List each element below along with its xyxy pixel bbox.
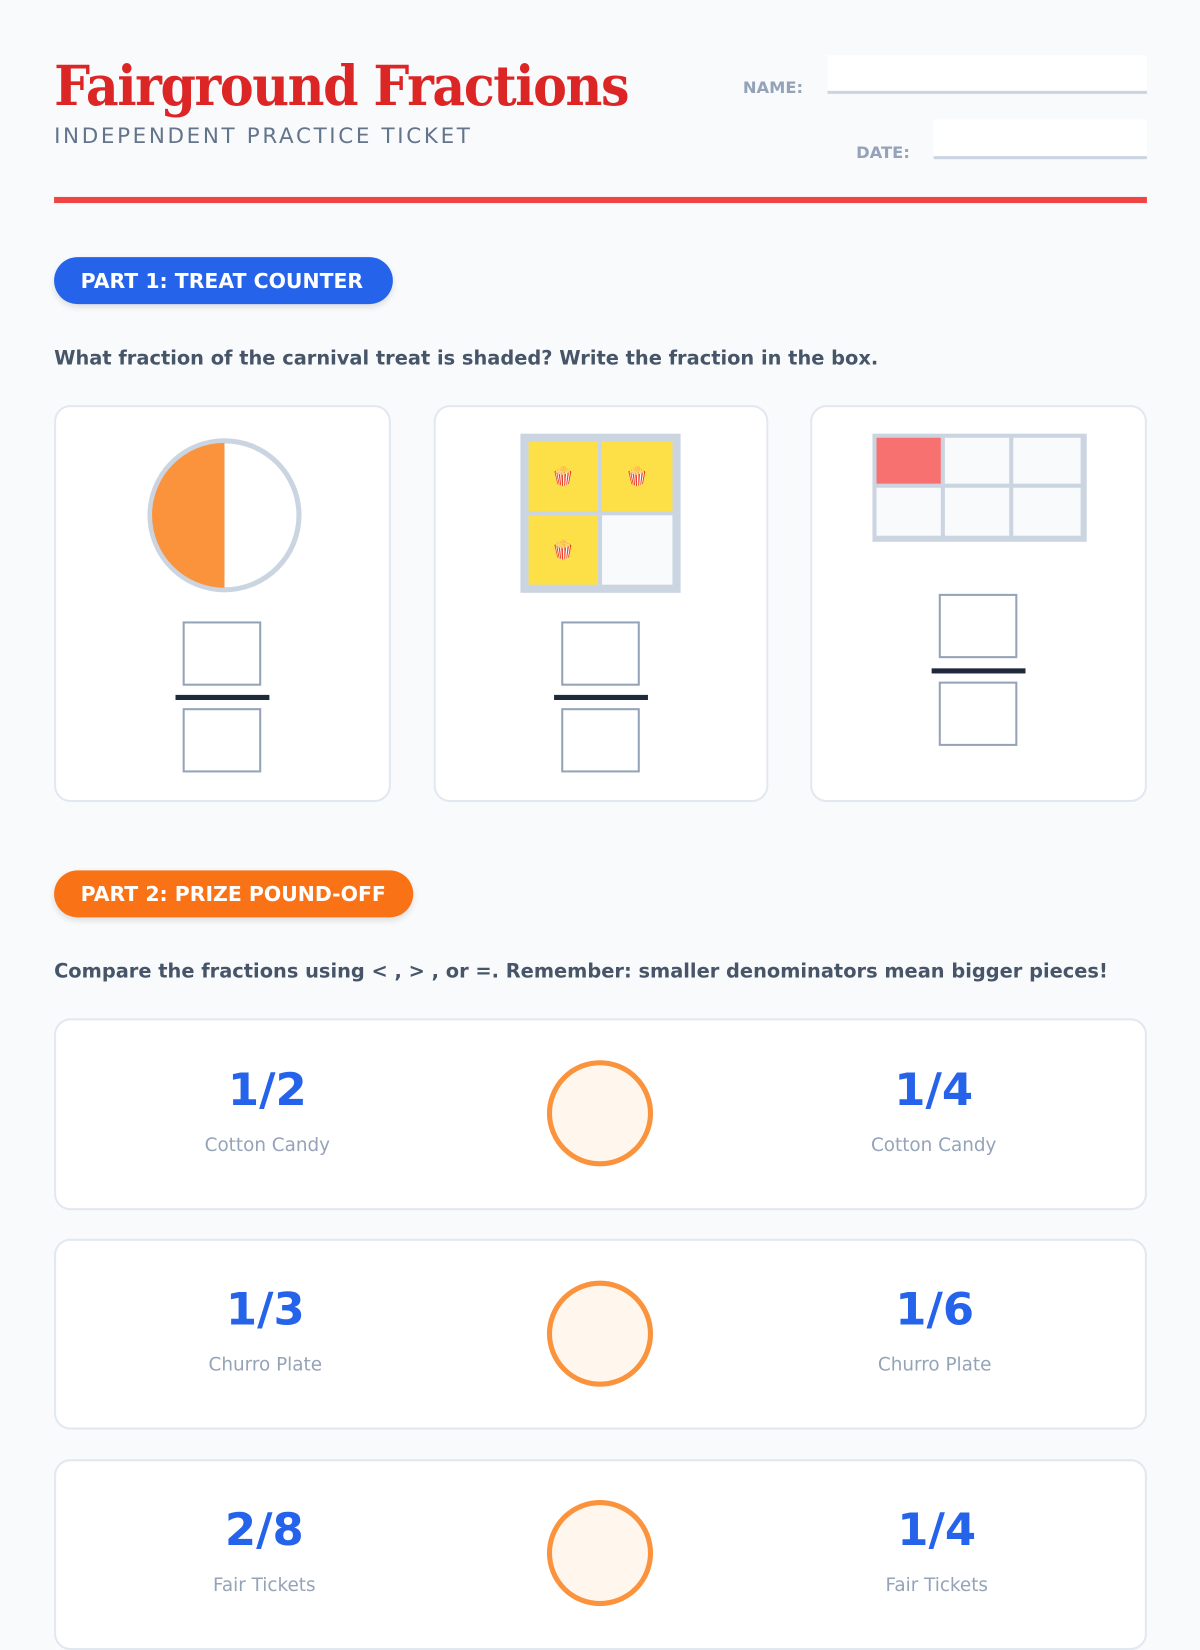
left-label: Churro Plate — [208, 1354, 323, 1376]
grid-cell-empty — [944, 487, 1010, 536]
right-fraction: 1/6 — [895, 1283, 975, 1336]
denominator-box[interactable] — [938, 681, 1018, 746]
grid-cell-shaded: 🍿 — [528, 441, 598, 512]
fraction-bar — [931, 668, 1026, 674]
right-label: Cotton Candy — [870, 1134, 997, 1157]
grid-cell-shaded: 🍿 — [528, 515, 598, 585]
numerator-box[interactable] — [182, 621, 262, 686]
popcorn-icon: 🍿 — [625, 465, 649, 488]
circle-shaded-half — [152, 442, 225, 588]
circle-model — [147, 438, 302, 593]
popcorn-icon: 🍿 — [551, 465, 575, 488]
grid-cell-shaded: 🍿 — [602, 441, 673, 512]
part1-badge: PART 1: TREAT COUNTER — [54, 257, 393, 305]
part2-instruction: Compare the fractions using < , > , or =… — [54, 960, 1108, 983]
numerator-box[interactable] — [561, 621, 640, 686]
grid-cell-empty — [1013, 487, 1081, 536]
problem-card-1 — [54, 405, 391, 803]
grid-cell-empty — [1013, 437, 1081, 484]
numerator-box[interactable] — [938, 593, 1018, 659]
grid-model — [872, 433, 1087, 542]
fraction-bar — [175, 694, 270, 700]
date-label: DATE: — [856, 142, 910, 163]
fraction-bar — [554, 694, 648, 700]
date-field[interactable] — [933, 119, 1147, 160]
left-label: Cotton Candy — [204, 1134, 331, 1157]
left-label: Fair Tickets — [213, 1574, 316, 1596]
denominator-box[interactable] — [561, 708, 640, 773]
problem-card-3 — [810, 405, 1147, 803]
left-fraction: 1/2 — [227, 1064, 307, 1117]
name-label: NAME: — [742, 77, 804, 97]
right-label: Churro Plate — [877, 1354, 992, 1376]
compare-symbol-circle[interactable] — [546, 1060, 654, 1167]
header-divider — [54, 196, 1147, 204]
popcorn-icon: 🍿 — [551, 539, 575, 561]
right-label: Fair Tickets — [885, 1574, 989, 1596]
left-fraction: 2/8 — [224, 1504, 304, 1557]
right-fraction: 1/4 — [894, 1064, 974, 1117]
problem-card-2: 🍿 🍿 🍿 — [433, 405, 769, 803]
page-subtitle: INDEPENDENT PRACTICE TICKET — [54, 123, 473, 148]
grid-cell-empty — [876, 487, 941, 536]
part2-badge: PART 2: PRIZE POUND-OFF — [54, 870, 414, 918]
name-field[interactable] — [827, 55, 1147, 94]
part1-instruction: What fraction of the carnival treat is s… — [54, 346, 879, 370]
compare-symbol-circle[interactable] — [546, 1280, 654, 1387]
grid-model: 🍿 🍿 🍿 — [520, 433, 681, 593]
grid-cell-empty — [944, 437, 1010, 484]
left-fraction: 1/3 — [225, 1283, 305, 1336]
denominator-box[interactable] — [182, 708, 262, 773]
grid-cell-shaded — [876, 437, 941, 484]
page-title: Fairground Fractions — [54, 53, 629, 119]
right-fraction: 1/4 — [897, 1504, 977, 1557]
compare-symbol-circle[interactable] — [546, 1499, 654, 1607]
grid-cell-empty — [602, 515, 673, 585]
